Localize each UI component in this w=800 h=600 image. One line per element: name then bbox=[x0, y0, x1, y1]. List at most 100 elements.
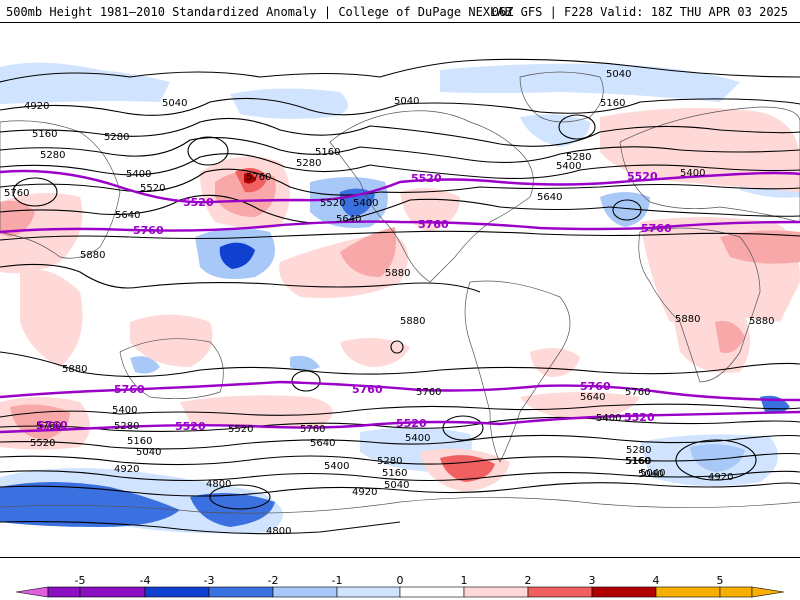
contour-5760-label: 5760 bbox=[352, 383, 383, 396]
contour-5520-label: 5520 bbox=[183, 196, 214, 209]
anomaly-area bbox=[440, 455, 495, 482]
header: 500mb Height 1981–2010 Standardized Anom… bbox=[0, 0, 800, 22]
contour-label: 5040 bbox=[638, 469, 663, 480]
contour-label: 5880 bbox=[749, 316, 774, 327]
purple-contour-labels: 5520 5520 5520 5760 5760 5760 5760 5760 … bbox=[37, 170, 672, 433]
contour-5520-label: 5520 bbox=[624, 411, 655, 424]
colorbar-swatch bbox=[208, 586, 274, 598]
contour-line bbox=[0, 416, 800, 432]
colorbar-swatch bbox=[655, 586, 721, 598]
contour-label: 5160 bbox=[315, 147, 340, 158]
model-run-info: 06Z GFS | F228 Valid: 18Z THU APR 03 202… bbox=[491, 5, 788, 19]
contour-label: 5880 bbox=[675, 314, 700, 325]
colorbar-swatch bbox=[272, 586, 338, 598]
contour-ring bbox=[675, 439, 757, 481]
contour-5520-north bbox=[0, 169, 800, 204]
contour-label: 5640 bbox=[310, 438, 335, 449]
contour-label: 5880 bbox=[400, 316, 425, 327]
colorbar-tick-label: -3 bbox=[204, 574, 215, 587]
contour-label: 5160 bbox=[127, 436, 152, 447]
contour-label: 5160 bbox=[626, 456, 651, 467]
contour-label: 5760 bbox=[4, 188, 29, 199]
contour-ring bbox=[12, 177, 58, 207]
contour-label: 5280 bbox=[40, 150, 65, 161]
anomaly-area bbox=[0, 482, 180, 527]
colorbar-tick-label: 5 bbox=[717, 574, 724, 587]
contour-label: 4920 bbox=[708, 472, 733, 483]
anomaly-map: 5040 5040 5040 4920 5160 5160 5160 5280 … bbox=[0, 58, 800, 537]
coastlines bbox=[0, 71, 800, 514]
contour-label: 5160 bbox=[625, 456, 650, 467]
map-frame bbox=[0, 22, 800, 558]
contour-ring bbox=[442, 415, 484, 441]
contour-ring bbox=[558, 114, 596, 140]
contour-5760-label: 5760 bbox=[580, 380, 611, 393]
colorbar-tick-label: -2 bbox=[268, 574, 279, 587]
contour-label: 5520 bbox=[30, 438, 55, 449]
colorbar-swatch bbox=[47, 586, 81, 598]
anomaly-area bbox=[520, 114, 590, 147]
africa-coast bbox=[638, 227, 761, 383]
contour-label: 5400 bbox=[556, 161, 581, 172]
contour-label: 5400 bbox=[680, 168, 705, 179]
contour-label: 5280 bbox=[104, 132, 129, 143]
anomaly-area bbox=[600, 192, 650, 227]
anomaly-area bbox=[290, 355, 320, 371]
colorbar-swatch bbox=[399, 586, 465, 598]
anomaly-area bbox=[244, 172, 256, 184]
contour-line bbox=[0, 521, 401, 535]
contour-label: 5760 bbox=[416, 387, 441, 398]
contour-5760-label: 5760 bbox=[641, 222, 672, 235]
anomaly-area bbox=[219, 242, 255, 269]
contour-label: 5040 bbox=[640, 468, 665, 479]
contour-5760-label: 5760 bbox=[133, 224, 164, 237]
contour-label: 5880 bbox=[62, 364, 87, 375]
anomaly-area bbox=[130, 314, 213, 367]
contour-label: 5520 bbox=[320, 198, 345, 209]
colorbar: -5 -4 -3 -2 -1 0 1 2 3 4 5 bbox=[15, 574, 785, 598]
contour-label: 5280 bbox=[114, 421, 139, 432]
contour-label: 5160 bbox=[32, 129, 57, 140]
colorbar-tick-label: 3 bbox=[589, 574, 596, 587]
contour-line bbox=[0, 403, 800, 418]
colorbar-tick-label: 0 bbox=[397, 574, 404, 587]
anomaly-area bbox=[520, 392, 640, 420]
contour-label: 5400 bbox=[126, 169, 151, 180]
contour-ring bbox=[390, 340, 404, 354]
contour-line bbox=[0, 136, 800, 163]
anomaly-area bbox=[440, 63, 740, 102]
contour-label: 5280 bbox=[626, 445, 651, 456]
purple-contours bbox=[0, 169, 800, 434]
antarctica-coast bbox=[0, 497, 800, 514]
contour-line bbox=[0, 263, 481, 293]
contour-label: 5400 bbox=[405, 433, 430, 444]
contour-label: 4920 bbox=[24, 101, 49, 112]
contour-label: 5280 bbox=[566, 152, 591, 163]
contour-line bbox=[0, 351, 800, 378]
contour-label: 5160 bbox=[382, 468, 407, 479]
contour-ring bbox=[187, 136, 229, 166]
colorbar-swatch bbox=[79, 586, 146, 598]
contour-label: 5040 bbox=[136, 447, 161, 458]
contour-label: 5040 bbox=[394, 96, 419, 107]
colorbar-tick-label: 4 bbox=[653, 574, 660, 587]
contour-5760-label: 5760 bbox=[114, 383, 145, 396]
asia-west-coast bbox=[0, 120, 121, 259]
contour-line bbox=[0, 434, 800, 450]
contour-5760-label: 5760 bbox=[37, 419, 68, 432]
contour-label: 5400 bbox=[112, 405, 137, 416]
colorbar-right-arrow bbox=[751, 586, 785, 598]
contour-label: 5280 bbox=[377, 456, 402, 467]
anomaly-area bbox=[670, 298, 750, 373]
contour-label: 5280 bbox=[296, 158, 321, 169]
contour-label: 5760 bbox=[246, 172, 271, 183]
contour-label: 5640 bbox=[115, 210, 140, 221]
colorbar-left-arrow bbox=[15, 586, 49, 598]
contour-5760-label: 5760 bbox=[418, 218, 449, 231]
contour-label: 5880 bbox=[385, 268, 410, 279]
contour-ring bbox=[209, 484, 271, 510]
contour-line bbox=[0, 470, 800, 482]
colorbar-tick-label: -1 bbox=[332, 574, 343, 587]
contour-labels: 5040 5040 5040 4920 5160 5160 5160 5280 … bbox=[4, 69, 774, 537]
colorbar-swatch bbox=[591, 586, 657, 598]
